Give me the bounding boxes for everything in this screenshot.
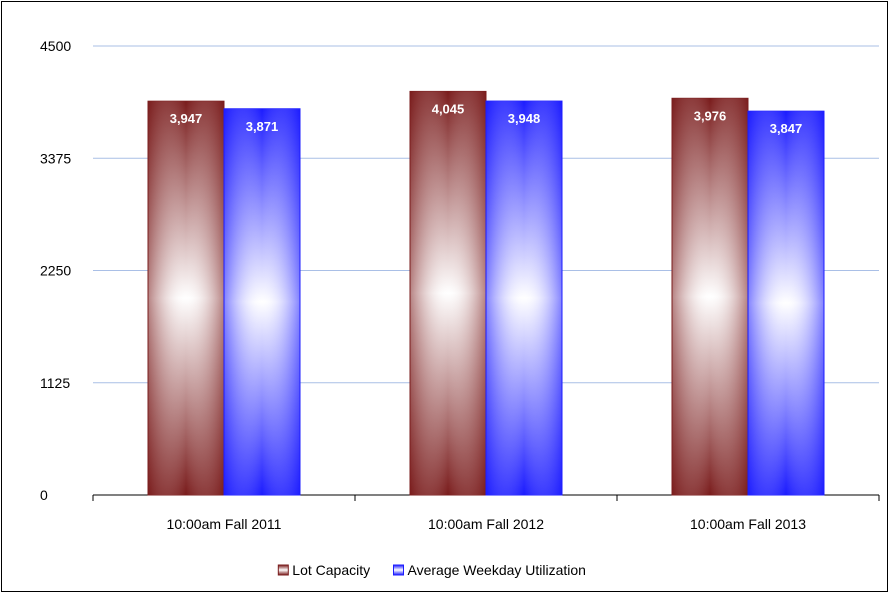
y-tick-label: 1125 [40,375,70,391]
legend-label: Lot Capacity [292,562,370,578]
bar-shading [148,101,224,495]
data-labels: 3,947 4,045 3,976 3,871 3,948 3,847 [170,101,803,136]
bar-shading [410,91,486,495]
x-tick-label: 10:00am Fall 2013 [690,516,806,532]
x-tick-label: 10:00am Fall 2011 [167,516,282,532]
bar-shading [486,101,562,495]
data-label: 3,976 [694,108,727,123]
y-tick-label: 0 [40,487,48,503]
legend-label: Average Weekday Utilization [408,562,586,578]
data-label: 3,948 [508,111,541,126]
y-tick-label: 3375 [40,150,71,166]
y-tick-label: 4500 [40,38,71,54]
data-label: 3,871 [246,119,279,134]
y-tick-label: 2250 [40,263,71,279]
bars [147,90,825,496]
data-label: 4,045 [432,101,465,116]
legend-swatch [277,564,289,576]
legend: Lot Capacity Average Weekday Utilization [277,562,586,578]
bar-shading [672,98,748,495]
bar-shading [224,108,300,495]
data-label: 3,847 [770,121,803,136]
legend-swatch [393,564,404,576]
bar-shading [748,111,824,495]
x-tick-label: 10:00am Fall 2012 [428,516,544,532]
data-label: 3,947 [170,111,203,126]
